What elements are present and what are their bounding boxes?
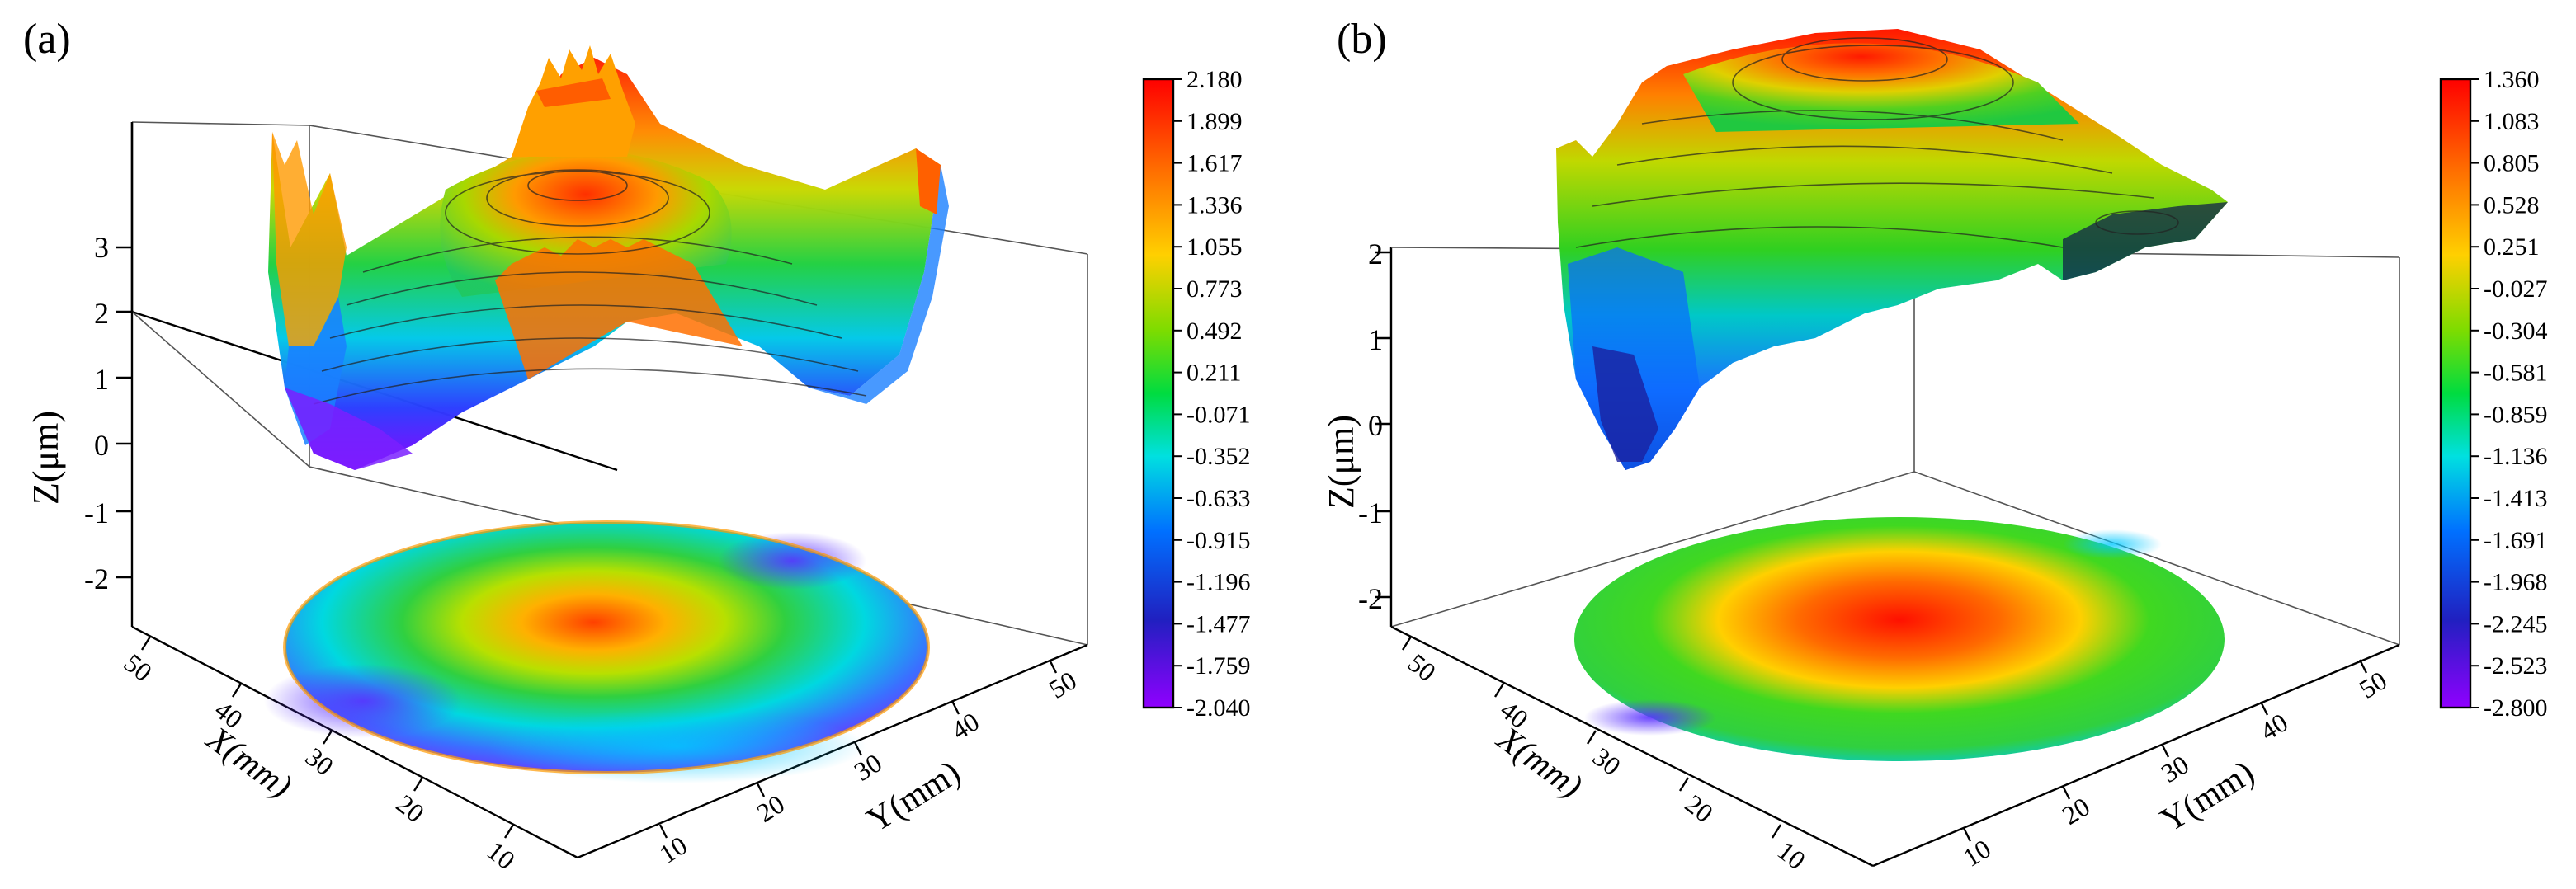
colorbar-label: 1.899 <box>1187 108 1243 135</box>
panel-b-z-tick: -1 <box>1358 496 1383 529</box>
panel-b-y-tick: 50 <box>2354 665 2392 703</box>
panel-b-y-tick: 10 <box>1958 833 1996 872</box>
panel-a-y-tick: 50 <box>1044 665 1082 703</box>
panel-b-z-label: Z(μm) <box>1321 415 1361 509</box>
panel-b-label: (b) <box>1337 16 1387 63</box>
colorbar-label: -0.859 <box>2484 401 2548 428</box>
colorbar-label: 1.617 <box>1187 150 1243 177</box>
panel-b-z-ticks <box>1375 251 1391 599</box>
colorbar-label: -0.581 <box>2484 360 2548 387</box>
colorbar-label: 2.180 <box>1187 66 1243 93</box>
panel-b-x-tick: 30 <box>1588 741 1626 781</box>
panel-a-surface <box>268 45 949 470</box>
colorbar-label: -1.136 <box>2484 443 2548 470</box>
panel-b-x-label: X(mm) <box>1489 719 1589 807</box>
colorbar-label: 1.083 <box>2484 108 2540 135</box>
panel-a-y-tick: 40 <box>946 706 984 745</box>
colorbar-label: -0.915 <box>1187 527 1251 554</box>
colorbar-label: 0.528 <box>2484 191 2540 219</box>
colorbar-label: -1.759 <box>1187 652 1251 680</box>
panel-a-colorbar: 2.180 1.899 1.617 1.336 1.055 0.773 0.492 0.211… <box>1142 66 1251 722</box>
panel-a-y-tick: 20 <box>752 788 790 827</box>
colorbar-label: -2.800 <box>2484 694 2548 722</box>
panel-b-x-tick: 50 <box>1403 647 1441 687</box>
panel-b-x-tick: 20 <box>1680 788 1719 828</box>
panel-a-z-tick: -1 <box>84 496 109 529</box>
panel-b: (b) 2 1 0 -1 -2 Z(μm) <box>1321 16 2548 875</box>
colorbar-label: 0.251 <box>2484 233 2540 261</box>
panel-b-z-ticklabels: 2 1 0 -1 -2 <box>1358 238 1383 615</box>
colorbar-label: 1.336 <box>1187 191 1243 219</box>
colorbar-label: -0.352 <box>1187 443 1251 470</box>
panel-a-z-tick: 2 <box>94 297 109 330</box>
panel-b-z-tick: 1 <box>1368 323 1383 356</box>
panel-b-projection-disc <box>1574 517 2225 761</box>
colorbar-label: -2.245 <box>2484 610 2548 637</box>
panel-b-y-tick: 40 <box>2255 707 2293 746</box>
panel-a-x-tick: 50 <box>119 647 158 687</box>
panel-a-z-ticklabels: 3 2 1 0 -1 -2 <box>84 231 109 595</box>
panel-a-z-tick: 0 <box>94 429 109 462</box>
panel-a-projection-disc <box>264 520 930 783</box>
colorbar-label: -1.196 <box>1187 569 1251 596</box>
panel-a-label: (a) <box>23 16 71 63</box>
colorbar-label: -1.413 <box>2484 485 2548 512</box>
colorbar-label: -1.477 <box>1187 610 1251 637</box>
panel-a-z-label: Z(μm) <box>26 411 66 505</box>
panel-b-z-tick: 0 <box>1368 409 1383 442</box>
panel-a-x-tick: 10 <box>482 835 521 875</box>
colorbar-label: 0.805 <box>2484 150 2540 177</box>
colorbar-label: -0.071 <box>1187 401 1251 428</box>
panel-b-z-tick: 2 <box>1368 238 1383 270</box>
colorbar-label: -1.968 <box>2484 569 2548 596</box>
panel-b-z-tick: -2 <box>1358 582 1383 615</box>
panel-b-y-tick: 30 <box>2156 749 2194 788</box>
colorbar-label: 0.773 <box>1187 275 1243 303</box>
colorbar-label: 1.055 <box>1187 233 1243 261</box>
panel-a-z-tick: 1 <box>94 363 109 396</box>
panel-a: (a) 3 2 <box>23 16 1251 875</box>
colorbar-label: -2.040 <box>1187 694 1251 722</box>
colorbar-label: 0.492 <box>1187 318 1243 345</box>
panel-a-y-tick: 10 <box>654 830 692 868</box>
colorbar-label: -0.633 <box>1187 485 1251 512</box>
panel-b-x-ticks <box>1401 636 1782 839</box>
colorbar-label: 1.360 <box>2484 66 2540 93</box>
colorbar-label: -0.304 <box>2484 318 2548 345</box>
panel-b-y-tick: 20 <box>2057 791 2095 830</box>
panel-a-x-tick: 30 <box>300 741 339 781</box>
panel-a-x-tick: 20 <box>391 788 430 828</box>
panel-b-y-ticks <box>1962 659 2368 842</box>
panel-b-x-tick: 10 <box>1772 835 1811 875</box>
panel-a-z-tick: -2 <box>84 562 109 595</box>
panel-a-z-ticks <box>116 246 132 579</box>
panel-a-z-tick: 3 <box>94 231 109 264</box>
panel-b-surface <box>1556 29 2228 470</box>
colorbar-label: 0.211 <box>1187 360 1241 387</box>
colorbar-label: -0.027 <box>2484 275 2548 303</box>
colorbar-label: -2.523 <box>2484 652 2548 680</box>
panel-b-colorbar: 1.360 1.083 0.805 0.528 0.251 -0.027 -0.304 -0.… <box>2439 66 2548 722</box>
colorbar-label: -1.691 <box>2484 527 2548 554</box>
panel-a-x-label: X(mm) <box>199 719 299 807</box>
